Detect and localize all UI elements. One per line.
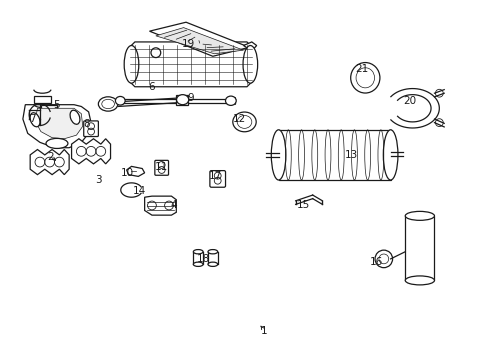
Polygon shape — [156, 28, 243, 54]
Ellipse shape — [405, 211, 433, 220]
Polygon shape — [405, 216, 433, 280]
Ellipse shape — [115, 96, 125, 105]
Ellipse shape — [350, 63, 379, 93]
Polygon shape — [41, 105, 57, 112]
Ellipse shape — [207, 249, 217, 254]
Ellipse shape — [271, 130, 285, 180]
Ellipse shape — [102, 99, 114, 109]
Text: 17: 17 — [208, 171, 222, 181]
Polygon shape — [23, 105, 91, 148]
Polygon shape — [127, 42, 254, 87]
Polygon shape — [144, 196, 176, 215]
Ellipse shape — [243, 45, 257, 83]
Polygon shape — [71, 139, 110, 164]
Ellipse shape — [207, 262, 217, 266]
Ellipse shape — [176, 95, 188, 105]
Polygon shape — [30, 149, 69, 175]
FancyBboxPatch shape — [155, 160, 168, 175]
Text: 9: 9 — [187, 93, 194, 103]
Text: 18: 18 — [196, 254, 209, 264]
Text: 4: 4 — [170, 200, 177, 210]
Ellipse shape — [405, 276, 433, 285]
Text: 2: 2 — [47, 152, 54, 162]
Text: 19: 19 — [182, 39, 195, 49]
FancyBboxPatch shape — [209, 171, 225, 187]
Text: 6: 6 — [148, 82, 155, 92]
Ellipse shape — [193, 249, 203, 254]
Text: 8: 8 — [82, 120, 89, 129]
Ellipse shape — [193, 262, 203, 266]
Ellipse shape — [355, 68, 374, 88]
Ellipse shape — [232, 112, 256, 132]
Ellipse shape — [98, 97, 118, 111]
Polygon shape — [126, 166, 144, 176]
Ellipse shape — [30, 113, 40, 127]
Ellipse shape — [383, 130, 397, 180]
Text: 14: 14 — [133, 186, 146, 196]
Polygon shape — [34, 96, 51, 103]
Text: 3: 3 — [95, 175, 102, 185]
Ellipse shape — [46, 138, 68, 148]
Text: 13: 13 — [345, 150, 358, 160]
FancyBboxPatch shape — [83, 121, 98, 136]
Polygon shape — [243, 42, 256, 51]
Text: 15: 15 — [296, 200, 309, 210]
Ellipse shape — [70, 110, 80, 124]
Ellipse shape — [124, 45, 139, 83]
Ellipse shape — [237, 116, 251, 129]
Polygon shape — [176, 95, 188, 105]
Text: 5: 5 — [54, 100, 60, 110]
Text: 21: 21 — [354, 64, 367, 74]
Text: 11: 11 — [155, 162, 168, 172]
Text: 1: 1 — [260, 325, 267, 336]
Text: 7: 7 — [29, 114, 36, 124]
Text: 20: 20 — [403, 96, 416, 106]
Ellipse shape — [225, 96, 236, 105]
Polygon shape — [149, 22, 249, 56]
Polygon shape — [278, 130, 390, 180]
Text: 10: 10 — [121, 168, 134, 178]
Text: 12: 12 — [232, 114, 246, 124]
Polygon shape — [35, 108, 82, 139]
Text: 16: 16 — [368, 257, 382, 267]
